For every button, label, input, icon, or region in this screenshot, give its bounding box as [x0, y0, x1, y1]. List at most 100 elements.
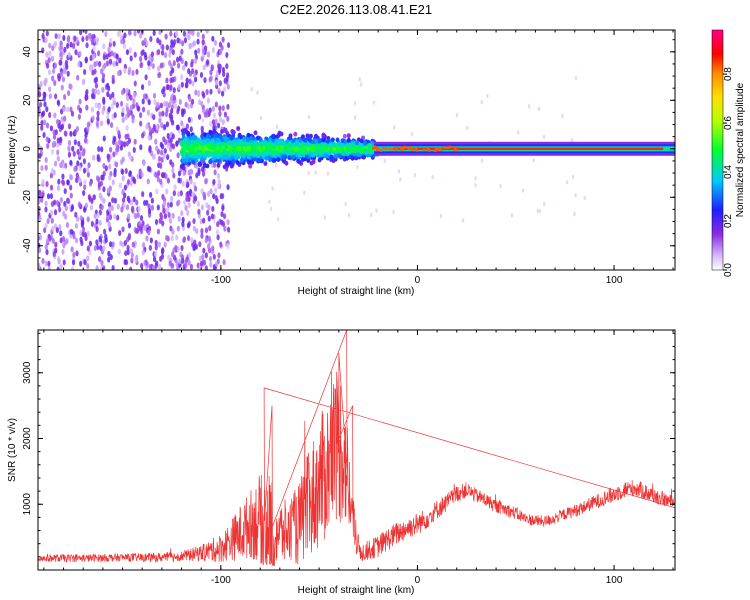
spectrogram-cell [171, 49, 175, 56]
spectrogram-cell [79, 151, 83, 158]
spectrogram-cell [115, 101, 119, 108]
spectrogram-cell [211, 105, 215, 112]
spectrogram-cell [141, 106, 146, 113]
spectrogram-cell [199, 260, 204, 267]
spectrogram-cell [565, 180, 569, 185]
spectrogram-cell [248, 150, 253, 156]
spectrogram-cell [168, 217, 172, 224]
spectrogram-cell [126, 249, 130, 256]
spectrogram-cell [69, 159, 73, 166]
spectrogram-cell [125, 140, 129, 147]
spectrogram-cell [265, 143, 270, 149]
spectrogram-cell [38, 215, 42, 222]
spectrogram-cell [44, 157, 48, 164]
spectrogram-cell [163, 241, 167, 248]
spectrogram-cell [226, 72, 230, 79]
spectrogram-cell [135, 68, 139, 75]
spectrogram-cell [218, 87, 221, 92]
spectrogram-cell [111, 74, 115, 81]
spectrogram-cell [227, 140, 232, 146]
spectrogram-cell [162, 152, 166, 159]
spectrogram-cell [72, 233, 76, 240]
spectrogram-cell [188, 157, 193, 163]
spectrogram-cell [63, 115, 67, 122]
spectrogram-cell [183, 37, 188, 44]
spectrogram-cell [187, 68, 191, 75]
spectrogram-cell [108, 213, 112, 220]
spectrogram-cell [106, 187, 111, 194]
spectrogram-cell [403, 145, 407, 149]
spectrogram-cell [358, 77, 361, 82]
spectrogram-cell [154, 251, 158, 258]
spectrogram-cell [121, 107, 125, 114]
spectrogram-ytick-label: -40 [22, 238, 33, 253]
spectrogram-cell [221, 36, 225, 43]
spectrogram-cell [59, 59, 63, 66]
spectrogram-cell [413, 173, 417, 178]
spectrogram-cell [74, 211, 78, 218]
spectrogram-cell [193, 58, 198, 65]
spectrogram-cell [67, 151, 72, 158]
spectrogram-cell [171, 143, 176, 150]
spectrogram-cell [147, 229, 151, 236]
spectrogram-cell [42, 131, 46, 138]
spectrogram-cell [81, 36, 85, 43]
spectrogram-cell [78, 98, 82, 105]
spectrogram-cell [136, 173, 140, 180]
spectrogram-cell [53, 79, 57, 86]
spectrogram-cell [171, 133, 175, 140]
spectrogram-cell [93, 61, 97, 68]
spectrogram-cell [151, 63, 155, 70]
spectrogram-cell [237, 132, 242, 138]
spectrogram-cell [142, 93, 147, 100]
spectrogram-cell [103, 62, 107, 69]
spectrogram-cell [224, 161, 229, 167]
spectrogram-cell [305, 133, 310, 139]
spectrogram-cell [291, 154, 296, 160]
spectrogram-cell [198, 241, 202, 248]
spectrogram-cell [95, 175, 100, 182]
spectrogram-cell [431, 175, 434, 180]
spectrogram-cell [339, 142, 344, 148]
spectrogram-cell [79, 145, 83, 152]
spectrogram-cell [155, 260, 159, 267]
spectrogram-cell [126, 244, 130, 251]
spectrogram-cell [217, 143, 222, 149]
spectrogram-cell [307, 114, 311, 120]
spectrogram-cell [108, 163, 112, 170]
spectrogram-cell [175, 140, 179, 147]
spectrogram-cell [229, 135, 234, 141]
spectrogram-cell [226, 184, 230, 191]
spectrogram-cell [116, 203, 120, 210]
spectrogram-cell [95, 218, 99, 225]
spectrogram-cell [169, 225, 173, 232]
spectrogram-cell [202, 92, 206, 99]
spectrogram-cell [210, 64, 214, 71]
spectrogram-cell [141, 49, 145, 56]
spectrogram-cell [185, 157, 190, 163]
spectrogram-cell [422, 148, 426, 152]
spectrogram-cell [213, 218, 216, 224]
spectrogram-cell [197, 89, 201, 96]
spectrogram-cell [204, 150, 209, 156]
spectrogram-cell [141, 40, 145, 47]
spectrogram-cell [110, 50, 114, 57]
spectrogram-cell [118, 229, 122, 236]
spectrogram-cell [163, 124, 167, 131]
spectrogram-cell [192, 72, 197, 79]
spectrogram-cell [112, 51, 117, 58]
spectrogram-cell [143, 199, 147, 206]
spectrogram-cell [158, 111, 162, 118]
spectrogram-cell [65, 222, 70, 229]
spectrogram-cell [373, 145, 377, 149]
spectrogram-cell [172, 172, 176, 179]
spectrogram-cell [201, 118, 205, 123]
spectrogram-cell [375, 208, 378, 213]
spectrogram-cell [98, 219, 102, 226]
spectrogram-cell [246, 154, 251, 160]
spectrogram-cell [56, 185, 61, 192]
spectrogram-cell [221, 105, 225, 112]
spectrogram-cell [129, 104, 133, 111]
spectrogram-cell [321, 132, 326, 138]
spectrogram-cell [117, 130, 121, 137]
